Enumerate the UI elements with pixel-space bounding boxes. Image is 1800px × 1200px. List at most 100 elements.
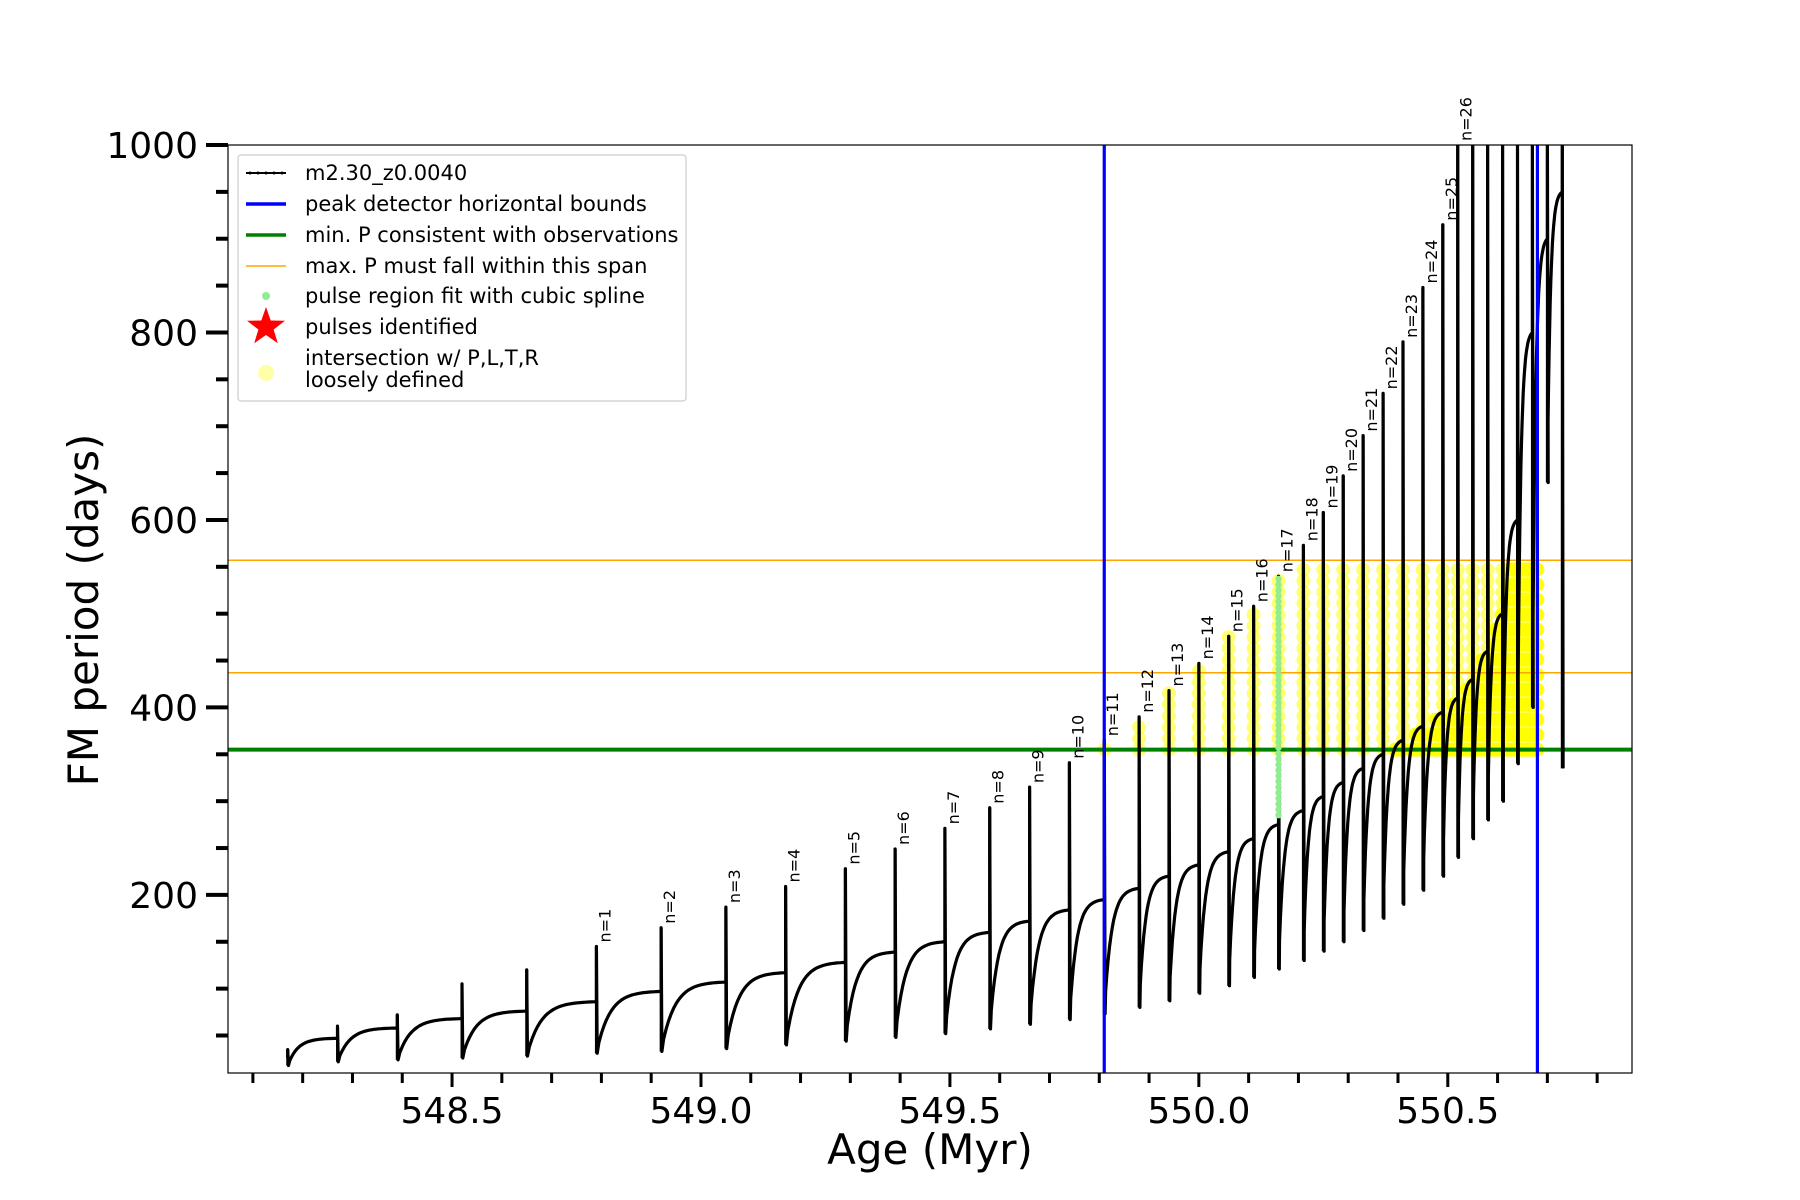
spline-fit-point bbox=[1275, 665, 1282, 673]
pulse-label: n=20 bbox=[1342, 428, 1361, 472]
pulse-label: n=19 bbox=[1322, 465, 1341, 509]
spline-fit-point bbox=[1275, 812, 1282, 819]
legend-label: m2.30_z0.0040 bbox=[305, 161, 467, 186]
vertical-lines-layer bbox=[1102, 145, 1540, 1073]
pulse-label: n=18 bbox=[1302, 497, 1321, 541]
pulse-label: n=1 bbox=[595, 909, 614, 943]
spline-fit-point bbox=[1275, 693, 1282, 701]
legend-swatch bbox=[258, 365, 274, 381]
spline-fit-point bbox=[1275, 716, 1282, 723]
pulse-labels-layer: n=1 n=2 n=3 n=4 n=5 n=6 n=7 n=8 n=9 n=10 n=11 n=12 n… bbox=[595, 97, 1475, 942]
spline-fit-point bbox=[1275, 660, 1282, 667]
y-tick-label: 400 bbox=[129, 688, 198, 729]
pulse-label: n=25 bbox=[1442, 177, 1461, 221]
spline-fit-point bbox=[1275, 632, 1282, 639]
spline-fit-point bbox=[1275, 795, 1282, 802]
pulse-label: n=14 bbox=[1198, 615, 1217, 659]
plot-frame bbox=[227, 144, 1633, 1074]
spline-fit-point bbox=[1275, 806, 1282, 813]
pulse-label: n=5 bbox=[844, 831, 863, 865]
y-tick-label: 600 bbox=[129, 501, 198, 542]
pulse-label: n=15 bbox=[1228, 588, 1247, 632]
legend-item: m2.30_z0.0040 bbox=[246, 161, 467, 186]
spline-fit-point bbox=[1275, 648, 1282, 656]
spline-fit-point bbox=[1275, 772, 1282, 780]
x-tick-label: 549.5 bbox=[898, 1091, 1001, 1132]
spline-fit-point bbox=[1275, 581, 1282, 588]
legend-marker bbox=[264, 171, 268, 175]
spline-fit-point bbox=[1275, 705, 1282, 712]
spline-fit-point bbox=[1275, 744, 1282, 751]
spline-fit-point bbox=[1275, 778, 1282, 785]
y-tick-label: 1000 bbox=[106, 126, 198, 167]
spline-fit-point bbox=[1275, 682, 1282, 690]
pulse-label: n=26 bbox=[1457, 97, 1476, 141]
spline-fit-point bbox=[1275, 671, 1282, 678]
spline-fit-point bbox=[1275, 755, 1282, 763]
y-axis-ticks: 200 400 600 800 1000 bbox=[106, 126, 228, 1038]
spline-fit-point bbox=[1275, 699, 1282, 706]
spline-fit-point bbox=[1275, 587, 1282, 594]
legend-label: min. P consistent with observations bbox=[305, 223, 678, 247]
x-tick-label: 550.5 bbox=[1396, 1091, 1499, 1132]
spline-fit-point bbox=[1275, 598, 1282, 605]
spline-fit-point bbox=[1275, 722, 1282, 729]
pulse-label: n=24 bbox=[1422, 240, 1441, 284]
pulse-label: n=10 bbox=[1068, 715, 1087, 759]
pulse-label: n=9 bbox=[1029, 749, 1048, 783]
pulse-label: n=22 bbox=[1382, 345, 1401, 389]
legend-label: pulse region fit with cubic spline bbox=[305, 284, 645, 308]
horizontal-lines-layer bbox=[228, 559, 1632, 752]
pulse-label: n=16 bbox=[1253, 558, 1272, 602]
spline-fit-point bbox=[1275, 767, 1282, 774]
pulse-label: n=13 bbox=[1168, 643, 1187, 687]
legend-item: pulse region fit with cubic spline bbox=[262, 284, 645, 308]
legend-swatch-star bbox=[247, 307, 285, 344]
pulse-label: n=4 bbox=[785, 849, 804, 883]
x-axis-title: Age (Myr) bbox=[827, 1125, 1033, 1174]
spline-fit-point bbox=[1275, 710, 1282, 718]
spline-fit-point bbox=[1275, 603, 1282, 611]
spline-fit-point bbox=[1275, 761, 1282, 768]
spline-fit-point bbox=[1275, 677, 1282, 684]
spline-fit-point bbox=[1275, 688, 1282, 695]
spline-fit-point bbox=[1275, 654, 1282, 661]
y-axis-title: FM period (days) bbox=[59, 434, 108, 787]
legend-item: min. P consistent with observations bbox=[246, 223, 678, 247]
legend-item: peak detector horizontal bounds bbox=[246, 192, 647, 216]
spline-fit-point bbox=[1275, 738, 1282, 746]
pulse-label: n=2 bbox=[660, 890, 679, 924]
legend-label-line2: loosely defined bbox=[305, 368, 464, 392]
legend-marker bbox=[256, 171, 260, 175]
legend-marker bbox=[272, 171, 276, 175]
legend-item: max. P must fall within this span bbox=[246, 254, 647, 278]
x-tick-label: 550.0 bbox=[1147, 1091, 1250, 1132]
pulse-label: n=23 bbox=[1402, 294, 1421, 338]
spline-fit-point bbox=[1275, 750, 1282, 757]
spline-fit-point bbox=[1275, 575, 1282, 583]
spline-region-layer bbox=[1275, 575, 1282, 819]
spline-fit-point bbox=[1275, 727, 1282, 735]
legend-label: intersection w/ P,L,T,R bbox=[305, 346, 539, 370]
legend-item: pulses identified bbox=[247, 307, 478, 344]
pulse-label: n=6 bbox=[894, 811, 913, 845]
spline-fit-point bbox=[1275, 783, 1282, 791]
legend-label: pulses identified bbox=[305, 315, 478, 339]
legend-label: peak detector horizontal bounds bbox=[305, 192, 647, 216]
pulse-label: n=8 bbox=[989, 770, 1008, 804]
pulse-label: n=7 bbox=[944, 791, 963, 825]
legend-label: max. P must fall within this span bbox=[305, 254, 647, 278]
y-tick-label: 200 bbox=[129, 876, 198, 917]
y-tick-label: 800 bbox=[129, 313, 198, 354]
spline-fit-point bbox=[1275, 637, 1282, 645]
x-tick-label: 549.0 bbox=[649, 1091, 752, 1132]
spline-fit-point bbox=[1275, 592, 1282, 600]
spline-fit-point bbox=[1275, 615, 1282, 622]
pulse-label: n=3 bbox=[725, 869, 744, 903]
legend-frame bbox=[237, 154, 687, 402]
pulse-label: n=21 bbox=[1362, 388, 1381, 432]
spline-fit-point bbox=[1275, 643, 1282, 650]
